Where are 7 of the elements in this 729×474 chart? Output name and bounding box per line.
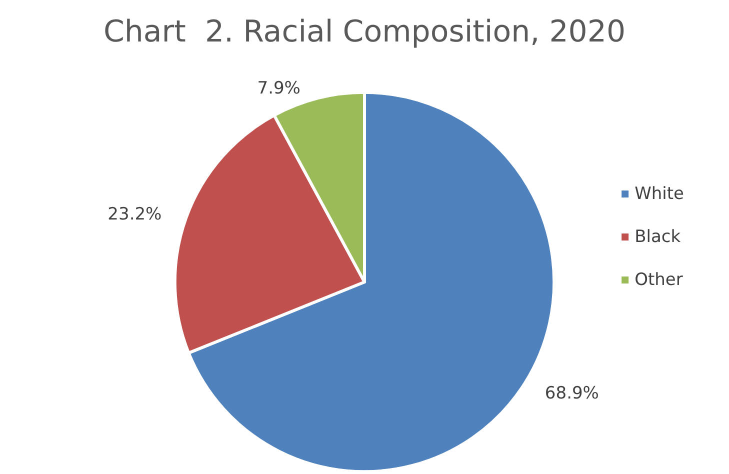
data-label: 68.9% (544, 384, 599, 404)
legend-label: Black (634, 227, 681, 247)
data-label: 23.2% (108, 204, 162, 224)
legend-label: Other (634, 270, 683, 290)
legend-label: White (634, 184, 684, 204)
chart-title: Chart 2. Racial Composition, 2020 (103, 14, 626, 50)
data-label: 7.9% (257, 78, 300, 99)
